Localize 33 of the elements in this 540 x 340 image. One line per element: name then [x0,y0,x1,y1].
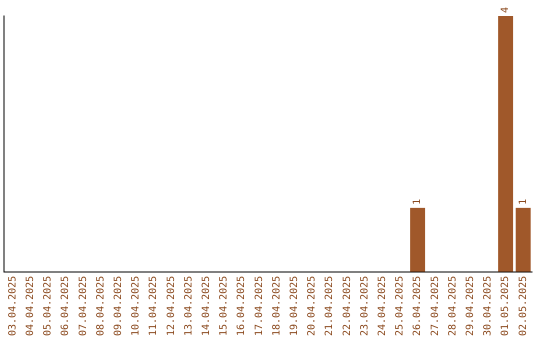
data-label: 4 [500,6,512,13]
x-tick-label: 18.04.2025 [271,276,282,336]
data-label: 1 [412,198,424,205]
x-tick-label: 21.04.2025 [324,276,336,336]
x-tick-label: 14.04.2025 [200,276,212,336]
x-tick-label: 19.04.2025 [288,276,300,336]
x-tick-label: 25.04.2025 [394,276,406,336]
x-tick-label: 05.04.2025 [42,276,54,336]
x-tick-label: 01.05.2025 [500,276,512,336]
x-tick-label: 04.04.2025 [24,276,36,336]
x-tick-label: 20.04.2025 [306,276,318,336]
x-tick-label: 27.04.2025 [430,276,441,336]
x-tick-label: 09.04.2025 [112,276,124,336]
x-tick-label: 10.04.2025 [130,276,142,336]
x-tick-label: 03.04.2025 [7,276,18,336]
x-tick-label: 06.04.2025 [60,276,72,336]
x-tick-label: 29.04.2025 [464,276,476,336]
x-tick-label: 28.04.2025 [447,276,458,336]
x-tick-label: 02.05.2025 [518,276,529,336]
x-tick-label: 15.04.2025 [218,276,230,336]
x-tick-label: 08.04.2025 [95,276,106,336]
x-tick-label: 16.04.2025 [236,276,248,336]
x-tick-label: 12.04.2025 [166,276,177,336]
data-label: 1 [518,198,529,205]
x-tick-label: 22.04.2025 [342,276,353,336]
x-tick-label: 24.04.2025 [376,276,388,336]
x-tick-label: 30.04.2025 [482,276,494,336]
x-tick-label: 13.04.2025 [183,276,194,336]
x-tick-label: 26.04.2025 [412,276,424,336]
x-tick-label: 11.04.2025 [148,276,160,336]
x-tick-label: 07.04.2025 [78,276,89,336]
x-tick-label: 23.04.2025 [359,276,370,336]
x-tick-label: 17.04.2025 [254,276,265,336]
